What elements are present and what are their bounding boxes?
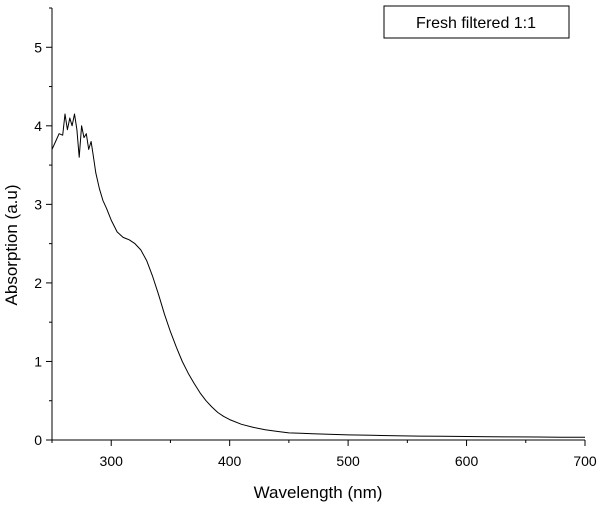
x-axis-title: Wavelength (nm) <box>254 483 383 502</box>
axis-ticks: 300 400 500 600 700 0 1 2 3 4 5 <box>34 7 597 469</box>
plot-area <box>51 8 586 441</box>
y-axis-title: Absorption (a.u) <box>2 185 21 306</box>
y-tick-label: 4 <box>34 118 42 134</box>
y-tick-label: 0 <box>34 432 42 448</box>
y-tick-label: 1 <box>34 353 42 369</box>
y-tick-label: 2 <box>34 275 42 291</box>
y-tick-label: 5 <box>34 39 42 55</box>
x-tick-label: 500 <box>336 453 360 469</box>
x-tick-label: 600 <box>455 453 479 469</box>
legend-box <box>383 5 570 39</box>
y-tick-label: 3 <box>34 196 42 212</box>
x-tick-label: 400 <box>218 453 242 469</box>
series-line-0 <box>51 113 586 438</box>
legend: Fresh filtered 1:1 <box>383 5 570 39</box>
legend-label: Fresh filtered 1:1 <box>416 15 536 32</box>
x-tick-label: 700 <box>573 453 597 469</box>
x-tick-label: 300 <box>100 453 124 469</box>
